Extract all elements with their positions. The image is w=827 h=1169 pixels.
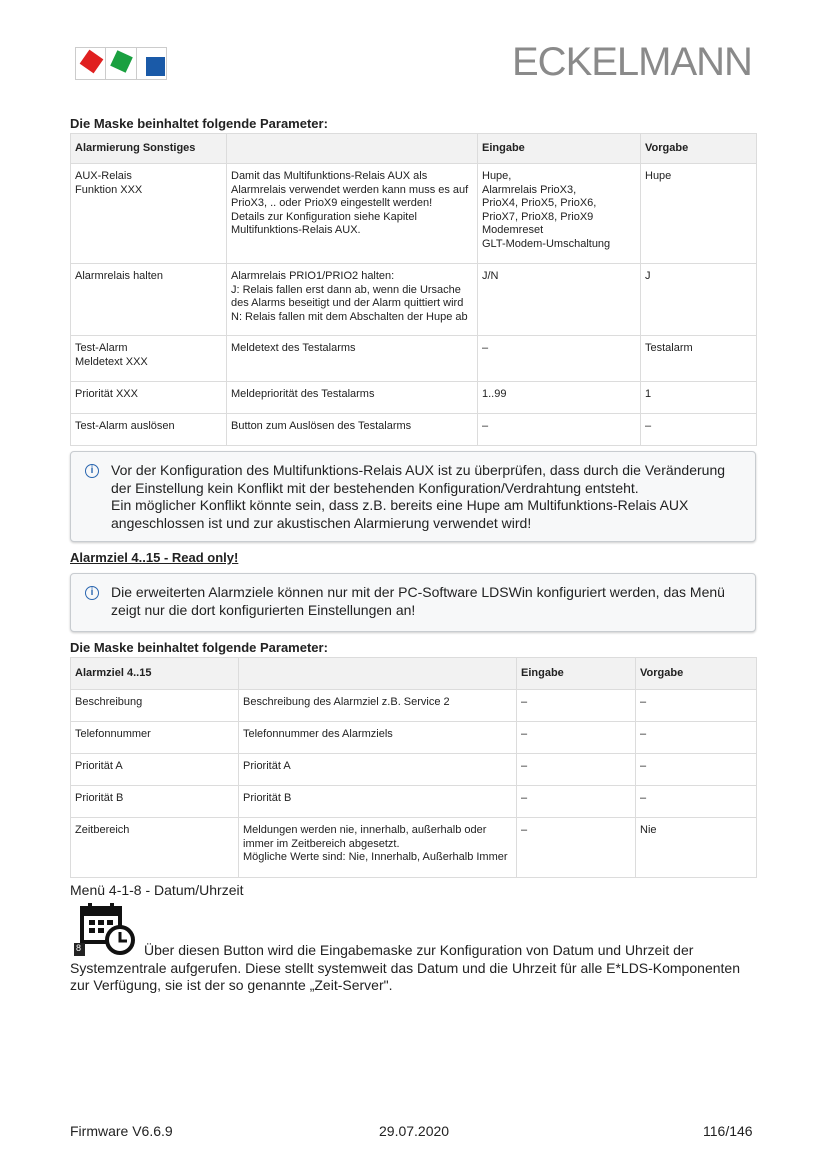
menu-title: Menü 4-1-8 - Datum/Uhrzeit: [70, 882, 244, 898]
column-header: Vorgabe: [635, 657, 757, 690]
cell: –: [635, 721, 757, 754]
cell: AUX-Relais Funktion XXX: [70, 163, 227, 264]
table-row: AUX-Relais Funktion XXX Damit das Multif…: [70, 163, 757, 264]
cell: –: [516, 721, 636, 754]
column-header: Alarmziel 4..15: [70, 657, 239, 690]
cell: –: [516, 753, 636, 786]
cell: Priorität A: [70, 753, 239, 786]
cell: –: [477, 335, 641, 382]
info-box: i Vor der Konfiguration des Multifunktio…: [70, 451, 756, 542]
cell: Meldungen werden nie, innerhalb, außerha…: [238, 817, 517, 878]
cell: Alarmrelais PRIO1/PRIO2 halten: J: Relai…: [226, 263, 478, 336]
section-heading: Die Maske beinhaltet folgende Parameter:: [70, 116, 328, 131]
calendar-clock-icon[interactable]: 8: [74, 903, 136, 957]
cell: Telefonnummer des Alarmziels: [238, 721, 517, 754]
icon-badge: 8: [76, 943, 82, 953]
cell: Testalarm: [640, 335, 757, 382]
footer-page-number: 116/146: [703, 1123, 753, 1139]
menu-text: Über diesen Button wird die Eingabemaske…: [70, 942, 740, 993]
cell: Damit das Multifunktions-Relais AUX als …: [226, 163, 478, 264]
cell: Test-Alarm Meldetext XXX: [70, 335, 227, 382]
section-heading: Die Maske beinhaltet folgende Parameter:: [70, 640, 328, 655]
parameter-table-alarmziel: Alarmziel 4..15 Eingabe Vorgabe Beschrei…: [70, 657, 757, 878]
column-header: Alarmierung Sonstiges: [70, 133, 227, 164]
cell: Zeitbereich: [70, 817, 239, 878]
cell: Hupe: [640, 163, 757, 264]
column-header: [238, 657, 517, 690]
brand-wordmark: ECKELMANN: [512, 40, 753, 84]
cell: Priorität B: [238, 785, 517, 818]
info-text: Vor der Konfiguration des Multifunktions…: [111, 462, 726, 531]
cell: –: [640, 413, 757, 446]
menu-description: Über diesen Button wird die Eingabemaske…: [70, 942, 760, 995]
info-icon: i: [85, 464, 99, 478]
info-text: Die erweiterten Alarmziele können nur mi…: [111, 584, 725, 618]
cell: Beschreibung: [70, 689, 239, 722]
cell: Priorität XXX: [70, 381, 227, 414]
cell: Alarmrelais halten: [70, 263, 227, 336]
cell: 1..99: [477, 381, 641, 414]
info-icon: i: [85, 586, 99, 600]
cell: –: [516, 689, 636, 722]
cell: Nie: [635, 817, 757, 878]
footer-firmware: Firmware V6.6.9: [70, 1123, 173, 1139]
cell: –: [516, 817, 636, 878]
cell: Hupe, Alarmrelais PrioX3, PrioX4, PrioX5…: [477, 163, 641, 264]
cell: –: [635, 753, 757, 786]
cell: Meldetext des Testalarms: [226, 335, 478, 382]
table-row: Priorität A Priorität A – –: [70, 753, 757, 786]
cell: 1: [640, 381, 757, 414]
column-header: Eingabe: [477, 133, 641, 164]
table-row: Priorität B Priorität B – –: [70, 785, 757, 818]
cell: Priorität A: [238, 753, 517, 786]
footer-date: 29.07.2020: [379, 1123, 450, 1139]
table-row: Test-Alarm Meldetext XXX Meldetext des T…: [70, 335, 757, 382]
cell: Meldepriorität des Testalarms: [226, 381, 478, 414]
column-header: Eingabe: [516, 657, 636, 690]
cell: Button zum Auslösen des Testalarms: [226, 413, 478, 446]
column-header: Vorgabe: [640, 133, 757, 164]
cell: Test-Alarm auslösen: [70, 413, 227, 446]
cell: –: [635, 689, 757, 722]
info-box: i Die erweiterten Alarmziele können nur …: [70, 573, 756, 632]
column-header: [226, 133, 478, 164]
cell: –: [635, 785, 757, 818]
table-row: Telefonnummer Telefonnummer des Alarmzie…: [70, 721, 757, 754]
cell: J: [640, 263, 757, 336]
table-row: Test-Alarm auslösen Button zum Auslösen …: [70, 413, 757, 446]
cell: –: [516, 785, 636, 818]
cell: Priorität B: [70, 785, 239, 818]
table-row: Zeitbereich Meldungen werden nie, innerh…: [70, 817, 757, 878]
logo: [75, 47, 167, 80]
cell: Telefonnummer: [70, 721, 239, 754]
table-row: Alarmrelais halten Alarmrelais PRIO1/PRI…: [70, 263, 757, 336]
cell: Beschreibung des Alarmziel z.B. Service …: [238, 689, 517, 722]
cell: J/N: [477, 263, 641, 336]
table-row: Beschreibung Beschreibung des Alarmziel …: [70, 689, 757, 722]
cell: –: [477, 413, 641, 446]
alarmziel-heading: Alarmziel 4..15 - Read only!: [70, 550, 239, 565]
table-row: Priorität XXX Meldepriorität des Testala…: [70, 381, 757, 414]
parameter-table-sonstiges: Alarmierung Sonstiges Eingabe Vorgabe AU…: [70, 133, 757, 446]
